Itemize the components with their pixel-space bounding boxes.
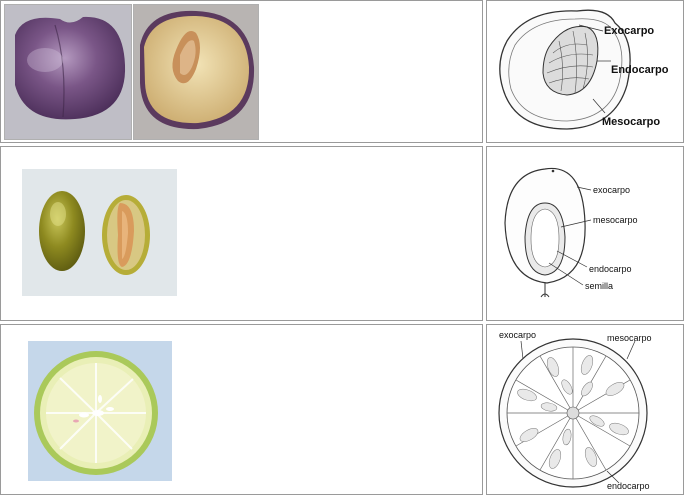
plum-exocarp-label: Exocarpo xyxy=(604,25,654,37)
cut-plum-photo-frame xyxy=(133,4,259,140)
olive-photo xyxy=(22,169,177,296)
cut-plum-photo xyxy=(134,5,258,139)
olive-photo-frame xyxy=(22,169,177,296)
lemon-photo xyxy=(28,341,172,481)
olive-seed-label: semilla xyxy=(585,281,613,291)
plum-mesocarp-label: Mesocarpo xyxy=(602,116,660,128)
lemon-mesocarp-label: mesocarpo xyxy=(607,333,652,343)
olive-cross-section-diagram: exocarpo mesocarpo endocarpo semilla xyxy=(504,167,638,298)
olive-diagram-cell: exocarpo mesocarpo endocarpo semilla xyxy=(486,146,684,321)
lemon-exocarp-label: exocarpo xyxy=(499,330,536,340)
olive-endocarp-label: endocarpo xyxy=(589,264,632,274)
whole-plum-photo xyxy=(5,5,131,139)
plum-cross-section-diagram: Exocarpo Endocarpo Mesocarpo xyxy=(499,9,669,130)
lemon-photo-frame xyxy=(28,341,172,481)
olive-mesocarp-label: mesocarpo xyxy=(593,215,638,225)
plum-endocarp-label: Endocarpo xyxy=(611,64,669,76)
lemon-diagram-cell: exocarpo mesocarpo endocarpo xyxy=(486,324,684,495)
whole-plum-photo-frame xyxy=(4,4,132,140)
lemon-cross-section-diagram: exocarpo mesocarpo endocarpo xyxy=(498,330,652,491)
plum-diagram-cell: Exocarpo Endocarpo Mesocarpo xyxy=(486,0,684,143)
lemon-endocarp-label: endocarpo xyxy=(607,481,650,491)
olive-exocarp-label: exocarpo xyxy=(593,185,630,195)
